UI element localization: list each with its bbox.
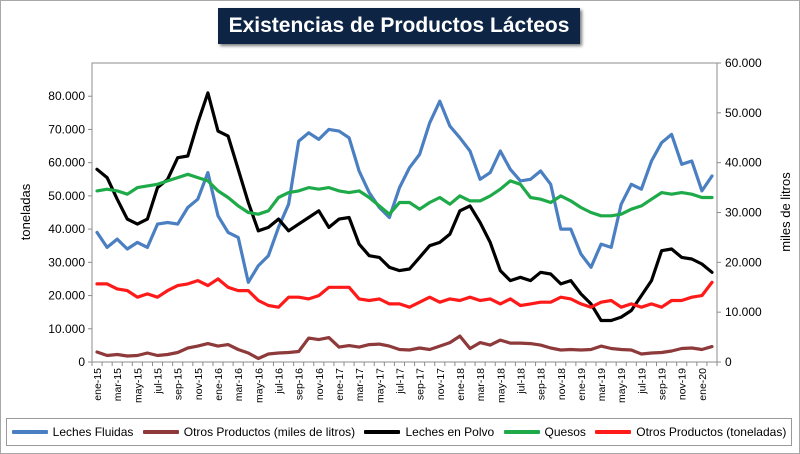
y-right-tick-label: 60.000: [725, 56, 762, 70]
legend-swatch: [364, 430, 401, 434]
x-tick-label: sep-15: [173, 368, 185, 400]
x-tick-label: nov-18: [556, 368, 568, 400]
x-tick-label: ene-19: [576, 368, 588, 401]
chart-title-box: Existencias de Productos Lácteos: [218, 8, 580, 44]
x-tick-label: may-18: [495, 368, 507, 403]
x-tick-label: jul-17: [394, 368, 406, 395]
x-tick-label: sep-19: [657, 368, 669, 400]
x-tick-label: jul-15: [153, 368, 165, 395]
y-left-tick-label: 80.000: [48, 89, 85, 103]
y-axis-left-title: toneladas: [18, 183, 33, 240]
x-tick-label: sep-18: [536, 368, 548, 400]
legend-swatch: [11, 430, 48, 434]
y-left-tick-label: 60.000: [48, 156, 85, 170]
legend-label: Otros Productos (toneladas): [636, 425, 787, 439]
x-tick-label: mar-17: [354, 368, 366, 401]
y-right-tick-label: 50.000: [725, 106, 762, 120]
x-tick-label: may-16: [253, 368, 265, 403]
x-tick-label: may-19: [616, 368, 628, 403]
legend-swatch: [595, 430, 632, 434]
y-left-tick-label: 40.000: [48, 222, 85, 236]
x-tick-label: sep-17: [415, 368, 427, 400]
chart-plot: 0 10.000 20.000 30.000 40.000 50.000 60.000 70.…: [18, 56, 793, 403]
y-left-tick-label: 70.000: [48, 122, 85, 136]
x-tick-label: ene-15: [92, 368, 104, 401]
x-tick-label: jul-16: [273, 368, 285, 395]
x-tick-label: mar-18: [475, 368, 487, 401]
x-tick-label: nov-15: [193, 368, 205, 400]
x-tick-label: ene-17: [334, 368, 346, 401]
legend-label: Leches en Polvo: [405, 425, 495, 439]
x-tick-label: nov-19: [677, 368, 689, 400]
x-tick-label: may-17: [374, 368, 386, 403]
legend-item-otros-productos-toneladas: Otros Productos (toneladas): [595, 425, 786, 439]
legend-label: Leches Fluidas: [52, 425, 134, 439]
x-tick-label: mar-19: [596, 368, 608, 401]
legend-item-leches-fluidas: Leches Fluidas: [11, 425, 134, 439]
y-right-tick-label: 0: [725, 355, 732, 369]
x-tick-label: sep-16: [294, 368, 306, 400]
x-tick-label: jul-19: [636, 368, 648, 395]
x-tick-label: ene-18: [455, 368, 467, 401]
series-line-otros-productos-miles-de-litros: [95, 334, 714, 361]
legend-swatch: [142, 430, 179, 434]
y-left-tick-label: 30.000: [48, 255, 85, 269]
y-left-tick-label: 0: [78, 355, 85, 369]
legend-label: Quesos: [544, 425, 586, 439]
series-line-leches-en-polvo: [95, 91, 714, 323]
chart-legend: Leches Fluidas Otros Productos (miles de…: [6, 418, 792, 446]
y-right-tick-label: 10.000: [725, 305, 762, 319]
x-tick-label: ene-20: [697, 368, 709, 401]
x-tick-label: nov-16: [314, 368, 326, 400]
series-line-otros-productos-toneladas: [95, 277, 714, 309]
legend-item-leches-en-polvo: Leches en Polvo: [364, 425, 494, 439]
legend-swatch: [503, 430, 540, 434]
legend-label: Otros Productos (miles de litros): [183, 425, 356, 439]
series-line-quesos: [95, 172, 714, 218]
series-line-leches-fluidas: [95, 99, 714, 284]
x-tick-label: jul-18: [515, 368, 527, 395]
y-right-tick-label: 20.000: [725, 255, 762, 269]
y-axis-right-title: miles de litros: [778, 172, 793, 252]
x-tick-label: mar-15: [112, 368, 124, 401]
y-left-tick-label: 50.000: [48, 189, 85, 203]
y-left-tick-label: 20.000: [48, 289, 85, 303]
legend-item-quesos: Quesos: [503, 425, 586, 439]
x-tick-label: ene-16: [213, 368, 225, 401]
x-tick-label: nov-17: [435, 368, 447, 400]
x-tick-label: may-15: [132, 368, 144, 403]
x-tick-label: mar-16: [233, 368, 245, 401]
legend-item-otros-productos-litros: Otros Productos (miles de litros): [142, 425, 356, 439]
chart-title: Existencias de Productos Lácteos: [228, 14, 570, 37]
y-right-tick-label: 30.000: [725, 206, 762, 220]
y-right-tick-label: 40.000: [725, 156, 762, 170]
y-left-tick-label: 10.000: [48, 322, 85, 336]
